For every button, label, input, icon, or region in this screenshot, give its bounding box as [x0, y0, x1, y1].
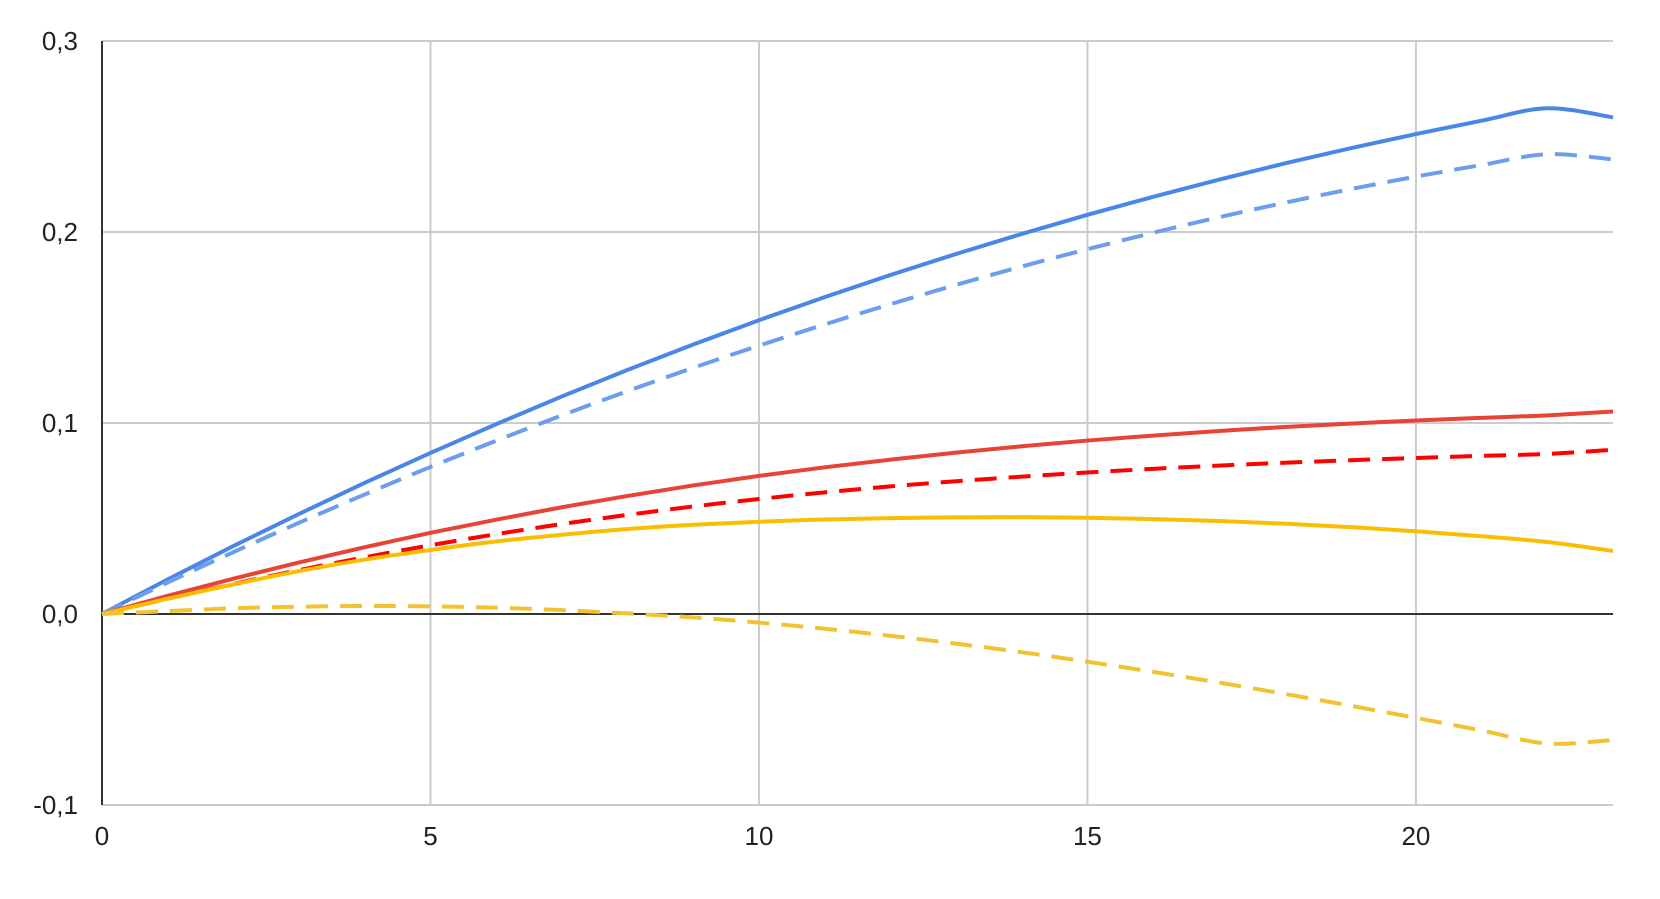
series-line-4	[101, 447, 1614, 616]
x-tick-label: 10	[744, 821, 773, 851]
y-tick-label: -0,1	[33, 790, 78, 820]
x-tick-label: 0	[95, 821, 109, 851]
series-line-5	[101, 515, 1614, 616]
y-tick-label: 0,2	[42, 217, 78, 247]
y-tick-label: 0,3	[42, 26, 78, 56]
y-tick-label: 0,0	[42, 599, 78, 629]
x-tick-label: 20	[1401, 821, 1430, 851]
series-line-2	[101, 152, 1614, 616]
gridlines	[102, 40, 1613, 806]
x-tick-label: 15	[1073, 821, 1102, 851]
y-tick-label: 0,1	[42, 408, 78, 438]
tick-labels: -0,1 0,0 0,1 0,2 0,3 0 5 10 15 20	[33, 26, 1430, 851]
series-line-3	[101, 409, 1614, 616]
series-lines	[101, 106, 1614, 746]
series-line-6	[101, 603, 1614, 746]
x-tick-label: 5	[423, 821, 437, 851]
axes	[101, 41, 1613, 805]
series-line-1	[101, 106, 1614, 616]
